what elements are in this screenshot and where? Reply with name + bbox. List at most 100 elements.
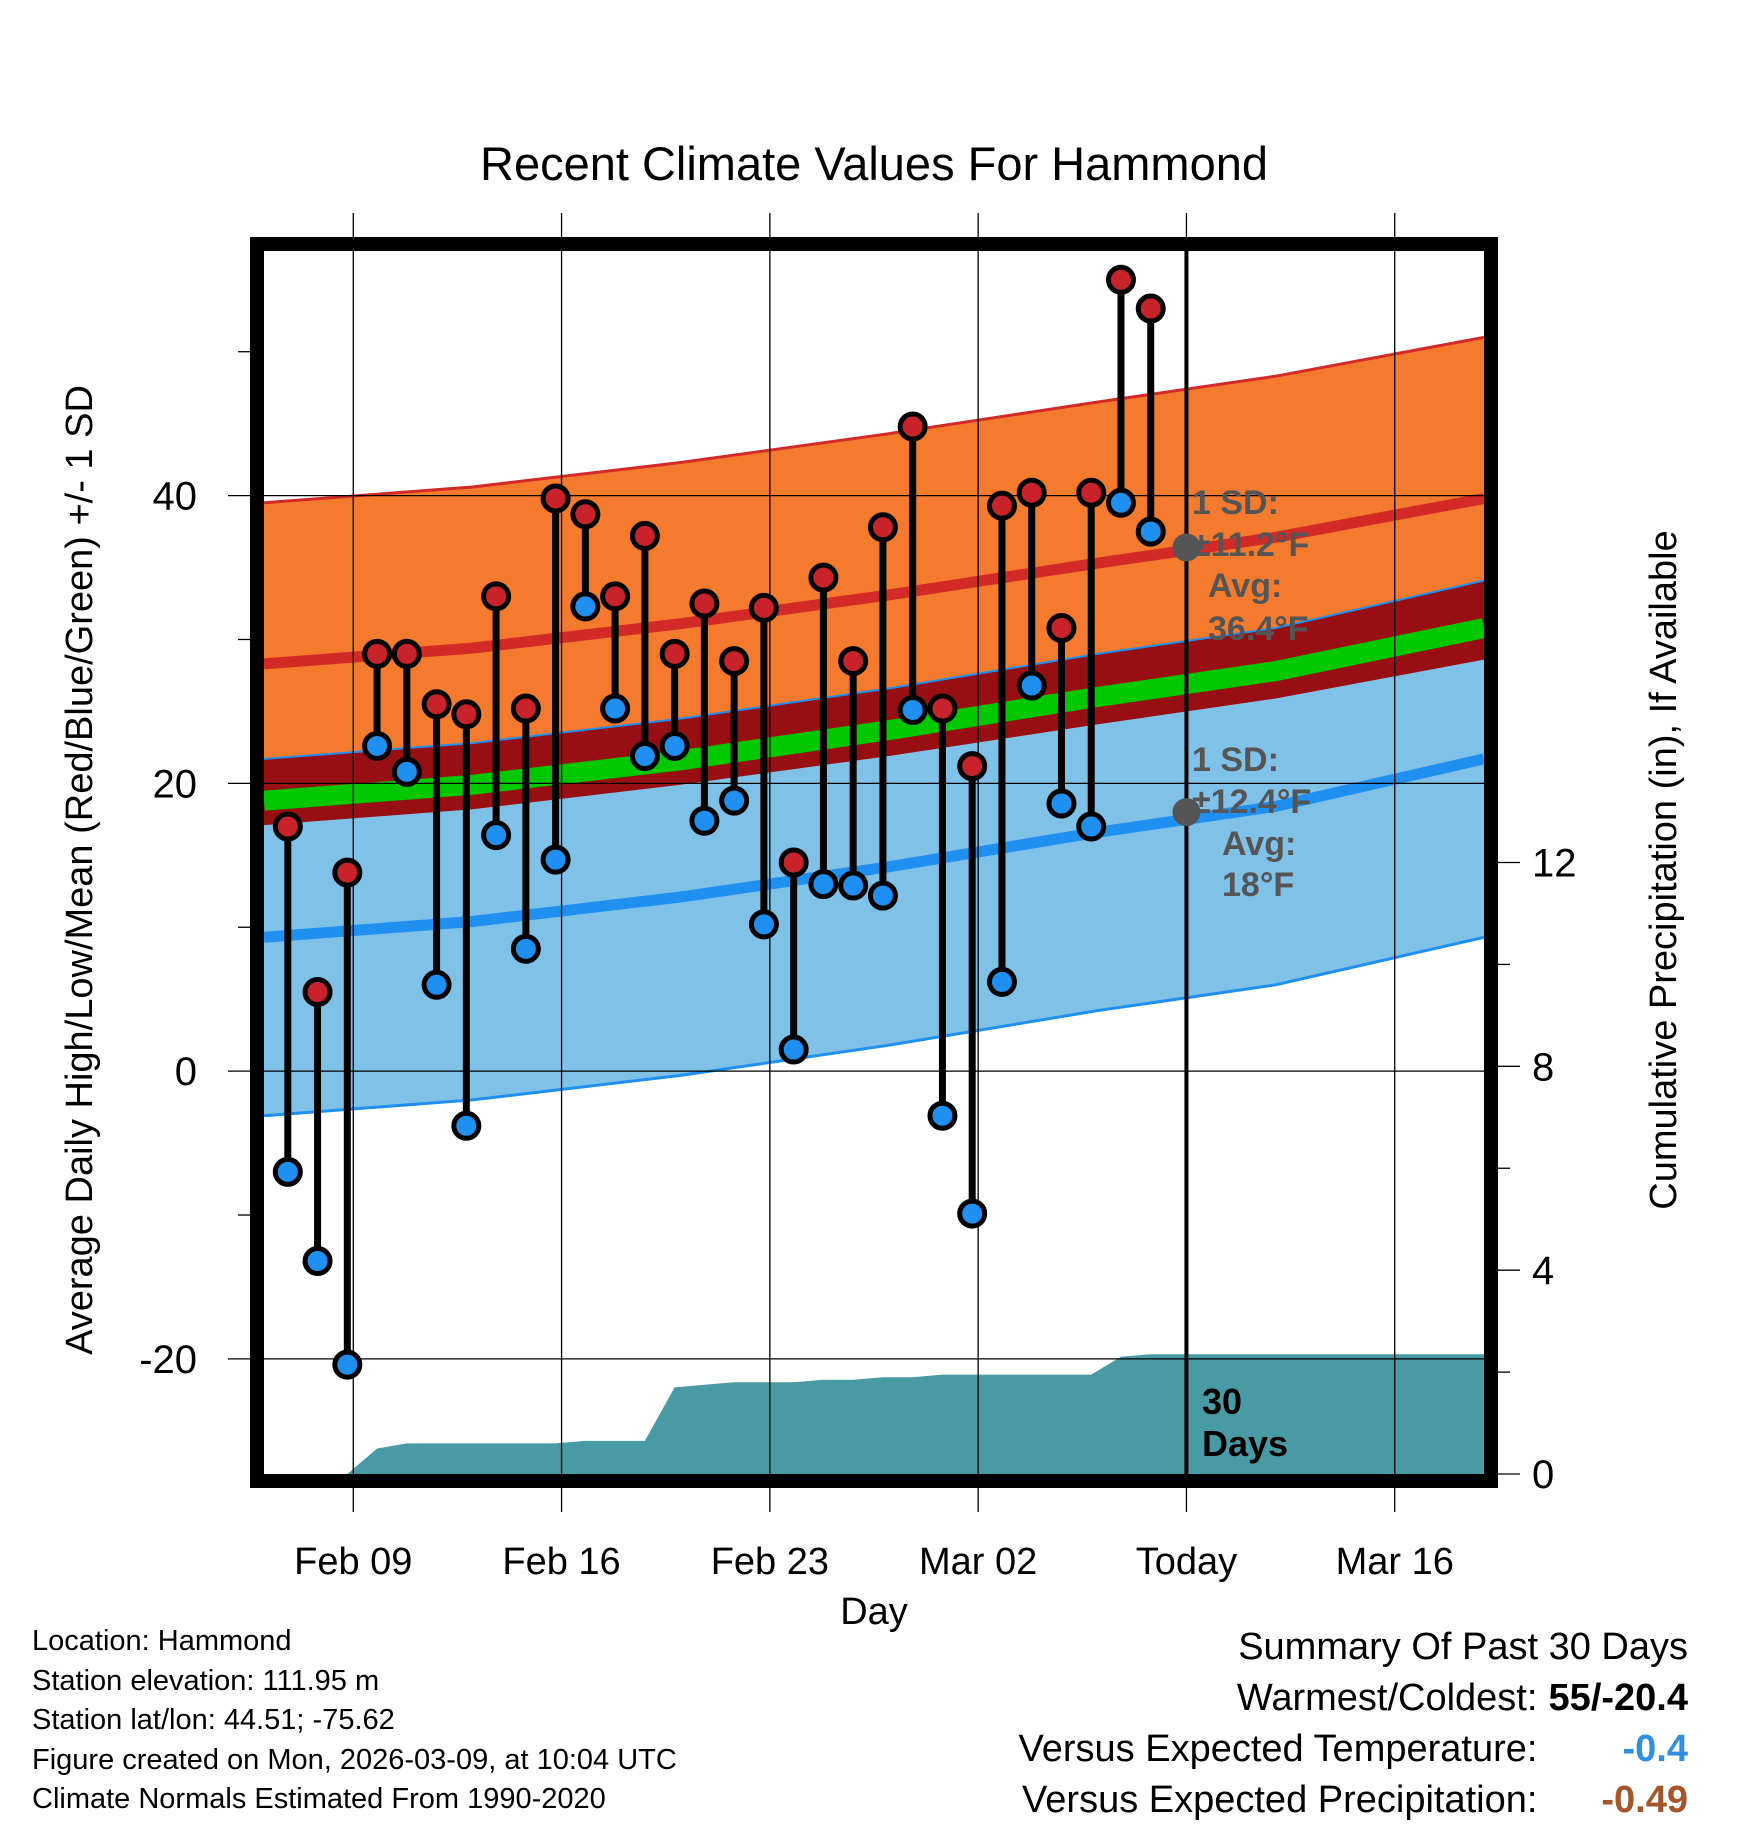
summary-temp: Versus Expected Temperature: -0.4	[1019, 1724, 1688, 1775]
y2-tick-label: 0	[1532, 1453, 1554, 1497]
summary-warm-cold: Warmest/Coldest: 55/-20.4	[1019, 1673, 1688, 1724]
daily-low-point	[838, 870, 869, 901]
x-tick-label: Mar 16	[1336, 1541, 1454, 1583]
y2-tick-label: 8	[1532, 1045, 1554, 1089]
precip-area	[287, 1354, 1484, 1474]
low-normal-line	[264, 753, 1484, 943]
high-sd-value: ±11.2°F	[1192, 526, 1309, 564]
daily-high-point	[421, 689, 452, 720]
summary-precip: Versus Expected Precipitation: -0.49	[1019, 1775, 1688, 1826]
daily-high-point	[600, 581, 631, 612]
daily-low-point	[540, 844, 571, 875]
daily-low-point	[808, 869, 839, 900]
latlon-text: Station lat/lon: 44.51; -75.62	[32, 1704, 395, 1736]
station-info: Location: Hammond Station elevation: 111…	[32, 1622, 677, 1820]
summary-title: Summary Of Past 30 Days	[1238, 1626, 1688, 1668]
daily-high-point	[481, 581, 512, 612]
daily-high-point	[1105, 264, 1136, 295]
y-tick-label: 40	[153, 475, 198, 519]
mean-normal-line	[264, 618, 1484, 811]
daily-low-point	[302, 1246, 333, 1277]
daily-low-point	[570, 591, 601, 622]
daily-high-point	[1076, 477, 1107, 508]
daily-high-point	[897, 411, 928, 442]
y2-axis-label: Cumulative Precipitation (in), If Availa…	[1643, 530, 1685, 1209]
precip-label: Versus Expected Precipitation:	[1022, 1779, 1538, 1821]
daily-high-point	[540, 483, 571, 514]
warm-cold-label: Warmest/Coldest:	[1236, 1677, 1538, 1719]
daily-high-point	[391, 638, 422, 669]
daily-low-point	[1046, 788, 1077, 819]
daily-high-point	[838, 646, 869, 677]
temp-label: Versus Expected Temperature:	[1018, 1728, 1538, 1770]
daily-low-point	[600, 693, 631, 724]
daily-low-point	[957, 1198, 988, 1229]
high-normal-line	[264, 493, 1484, 670]
daily-low-point	[362, 730, 393, 761]
daily-low-point	[421, 969, 452, 1000]
axes: Feb 09 Feb 16 Feb 23 Mar 02 Today Mar 16 -20 0 2…	[139, 213, 1577, 1583]
high-sd-label: 1 SD:	[1192, 484, 1279, 522]
daily-high-point	[629, 520, 660, 551]
daily-low-point	[1016, 670, 1047, 701]
daily-low-point	[1076, 811, 1107, 842]
daily-low-point	[510, 933, 541, 964]
low-normal-band	[264, 580, 1484, 1116]
normals-text: Climate Normals Estimated From 1990-2020	[32, 1783, 606, 1815]
plot-area	[264, 251, 1484, 1474]
summary-panel: Summary Of Past 30 Days Warmest/Coldest:…	[1019, 1622, 1688, 1826]
daily-high-point	[1135, 293, 1166, 324]
elevation-text: Station elevation: 111.95 m	[32, 1664, 380, 1697]
low-sd-label: 1 SD:	[1192, 741, 1279, 779]
daily-high-point	[272, 811, 303, 842]
daily-high-point	[719, 646, 750, 677]
daily-high-point	[451, 699, 482, 730]
daily-high-point	[689, 588, 720, 619]
today-low-normal-marker	[1172, 798, 1201, 827]
temp-value: -0.4	[1622, 1728, 1688, 1770]
daily-high-point	[748, 592, 779, 623]
low-sd-value: ±12.4°F	[1192, 783, 1311, 821]
high-avg-label: Avg:	[1208, 567, 1282, 605]
daily-low-point	[481, 820, 512, 851]
daily-low-point	[391, 756, 422, 787]
x-tick-label: Feb 16	[502, 1541, 620, 1583]
daily-low-point	[986, 966, 1017, 997]
daily-low-point	[629, 741, 660, 772]
y-tick-label: -20	[139, 1338, 197, 1382]
high-avg-value: 36.4°F	[1208, 610, 1309, 648]
daily-high-point	[659, 638, 690, 669]
plot-frame	[250, 237, 1498, 1488]
low-avg-value: 18°F	[1222, 866, 1294, 904]
daily-low-point	[1105, 487, 1136, 518]
daily-low-point	[897, 694, 928, 725]
daily-low-point	[659, 730, 690, 761]
daily-low-point	[719, 785, 750, 816]
daily-high-point	[1046, 612, 1077, 643]
daily-high-point	[332, 857, 363, 888]
precip-value: -0.49	[1601, 1779, 1688, 1821]
daily-low-point	[332, 1349, 363, 1380]
daily-low-point	[867, 880, 898, 911]
x-tick-label: Feb 23	[711, 1541, 829, 1583]
low-upper-edge	[264, 579, 1484, 760]
high-upper-edge	[264, 335, 1484, 505]
x-tick-label: Today	[1136, 1541, 1237, 1583]
y2-tick-label: 12	[1532, 842, 1577, 886]
daily-low-point	[927, 1100, 958, 1131]
y-axis-label: Average Daily High/Low/Mean (Red/Blue/Gr…	[59, 385, 101, 1355]
window-days-number: 30	[1202, 1381, 1242, 1422]
location-text: Location: Hammond	[32, 1625, 292, 1657]
daily-low-point	[1135, 516, 1166, 547]
y-tick-label: 0	[175, 1050, 197, 1094]
today-high-normal-marker	[1172, 533, 1201, 562]
window-days-label: Days	[1202, 1423, 1288, 1464]
daily-high-point	[510, 693, 541, 724]
daily-high-point	[778, 847, 809, 878]
low-avg-label: Avg:	[1222, 825, 1296, 863]
y2-tick-label: 4	[1532, 1249, 1554, 1293]
daily-high-point	[957, 751, 988, 782]
daily-high-point	[867, 512, 898, 543]
low-lower-edge	[264, 935, 1484, 1118]
